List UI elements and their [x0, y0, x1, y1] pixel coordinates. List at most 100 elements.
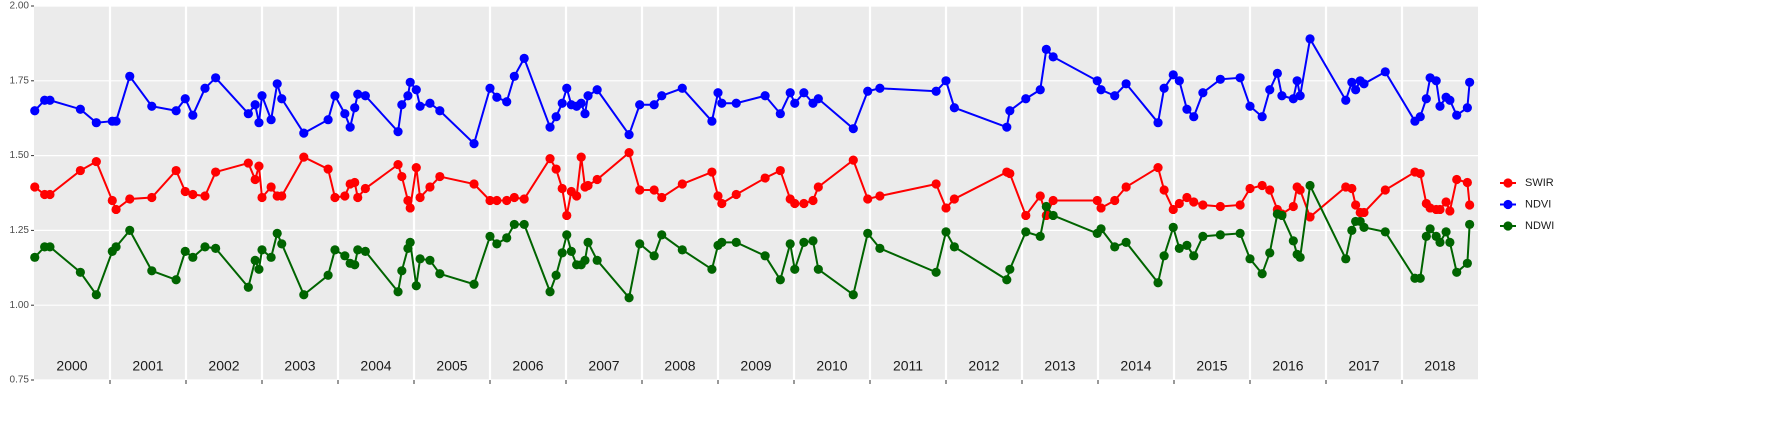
data-point — [1452, 267, 1462, 277]
data-point — [75, 165, 85, 176]
data-point — [1347, 183, 1357, 194]
data-point — [277, 94, 287, 104]
data-point — [30, 182, 40, 192]
data-point — [171, 106, 181, 116]
data-point — [1189, 197, 1199, 207]
data-point — [1035, 231, 1045, 241]
y-tick-label: 2.00 — [10, 1, 30, 12]
data-point — [469, 279, 479, 289]
data-point — [353, 245, 363, 255]
data-point — [147, 101, 157, 111]
data-point — [1415, 112, 1425, 122]
data-point — [330, 245, 340, 255]
data-point — [775, 109, 785, 119]
data-point — [393, 127, 403, 137]
data-point — [1096, 203, 1106, 213]
year-label: 2010 — [816, 358, 847, 374]
data-point — [435, 106, 445, 116]
data-point — [1305, 180, 1315, 191]
data-point — [1295, 185, 1305, 195]
data-point — [1041, 201, 1051, 212]
data-point — [502, 233, 512, 243]
data-point — [1431, 76, 1441, 86]
data-point — [545, 287, 555, 297]
data-point — [1189, 251, 1199, 261]
data-point — [1445, 95, 1455, 105]
data-point — [848, 155, 858, 165]
data-point — [266, 252, 276, 262]
data-point — [211, 243, 221, 253]
data-point — [111, 204, 121, 215]
data-point — [415, 254, 425, 264]
data-point — [111, 116, 121, 126]
data-point — [277, 191, 287, 201]
legend-marker — [1503, 178, 1513, 188]
data-point — [502, 97, 512, 107]
data-point — [1198, 231, 1208, 241]
data-point — [657, 230, 667, 240]
data-point — [1421, 94, 1431, 104]
data-point — [299, 152, 309, 162]
data-point — [1005, 264, 1015, 274]
data-point — [551, 164, 561, 174]
data-point — [1380, 227, 1390, 237]
data-point — [551, 270, 561, 280]
data-point — [411, 162, 421, 173]
data-point — [635, 100, 645, 110]
data-point — [111, 242, 121, 252]
data-point — [1245, 254, 1255, 264]
data-point — [425, 98, 435, 108]
data-point — [1465, 219, 1475, 230]
data-point — [1245, 183, 1255, 194]
data-point — [323, 270, 333, 280]
data-point — [799, 88, 809, 98]
data-point — [519, 194, 529, 204]
data-point — [147, 266, 157, 276]
data-point — [677, 245, 687, 255]
data-point — [562, 210, 572, 221]
data-point — [277, 239, 287, 249]
data-point — [353, 192, 363, 203]
data-point — [941, 203, 951, 213]
data-point — [492, 195, 502, 206]
data-point — [1341, 254, 1351, 264]
data-point — [1215, 201, 1225, 212]
data-point — [360, 183, 370, 194]
data-point — [45, 189, 55, 200]
data-point — [649, 100, 659, 110]
data-point — [1265, 248, 1275, 258]
data-point — [469, 139, 479, 149]
data-point — [1441, 227, 1451, 237]
data-point — [1189, 112, 1199, 122]
data-point — [731, 98, 741, 108]
data-point — [583, 180, 593, 191]
data-point — [1041, 44, 1051, 54]
data-point — [717, 237, 727, 247]
plot-panel — [34, 6, 1478, 380]
data-point — [808, 195, 818, 206]
data-point — [545, 153, 555, 164]
data-point — [405, 77, 415, 87]
data-point — [1359, 79, 1369, 89]
data-point — [1110, 91, 1120, 101]
data-point — [211, 167, 221, 177]
data-point — [45, 95, 55, 105]
data-point — [350, 177, 360, 188]
data-point — [350, 260, 360, 270]
data-point — [557, 98, 567, 108]
data-point — [1441, 197, 1451, 207]
legend-marker — [1503, 199, 1513, 210]
data-point — [1021, 227, 1031, 237]
data-point — [775, 275, 785, 285]
data-point — [1425, 224, 1435, 234]
data-point — [1462, 258, 1472, 268]
data-point — [799, 198, 809, 209]
data-point — [1153, 278, 1163, 288]
data-point — [1435, 237, 1445, 247]
data-point — [1295, 252, 1305, 262]
data-point — [1462, 103, 1472, 113]
data-point — [790, 264, 800, 274]
data-point — [188, 189, 198, 200]
data-point — [509, 192, 519, 203]
data-point — [272, 228, 282, 238]
